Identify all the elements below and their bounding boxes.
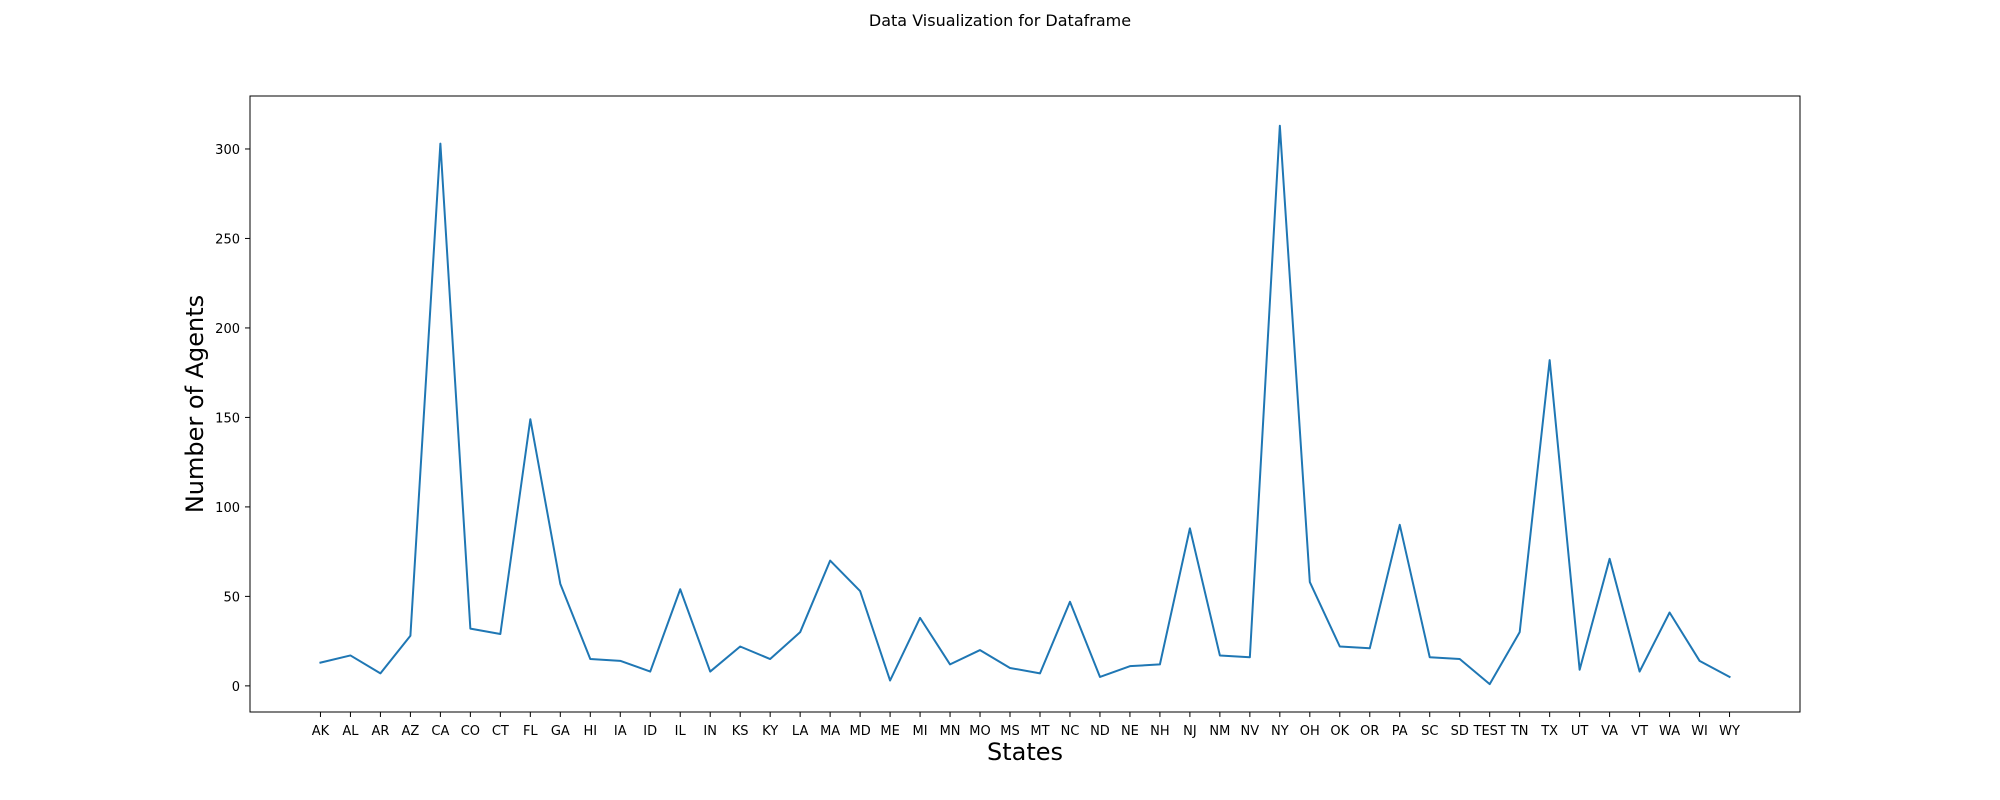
y-axis-label: Number of Agents xyxy=(181,295,209,513)
x-tick-label: ND xyxy=(1090,724,1110,739)
x-tick-label: NY xyxy=(1271,724,1289,739)
x-tick-label: NH xyxy=(1150,724,1170,739)
x-tick-label: CO xyxy=(461,724,480,739)
x-tick-label: TEST xyxy=(1473,724,1506,739)
figure-title: Data Visualization for Dataframe xyxy=(869,11,1131,30)
x-tick-label: MA xyxy=(820,724,840,739)
x-tick-label: AZ xyxy=(401,724,419,739)
y-tick-label: 250 xyxy=(215,232,240,247)
x-tick-label: ME xyxy=(880,724,899,739)
y-tick-label: 0 xyxy=(232,680,240,695)
x-tick-label: SD xyxy=(1451,724,1469,739)
x-tick-label: IA xyxy=(614,724,627,739)
y-tick-label: 100 xyxy=(215,501,240,516)
y-axis-ticks: 0 50 100 150 200 250 300 xyxy=(215,143,250,695)
series-layer xyxy=(319,124,1731,686)
y-tick-label: 150 xyxy=(215,411,240,426)
x-tick-label: CT xyxy=(492,724,509,739)
x-tick-label: OH xyxy=(1300,724,1320,739)
x-tick-label: OK xyxy=(1330,724,1349,739)
x-tick-label: AK xyxy=(312,724,330,739)
x-tick-label: AL xyxy=(342,724,359,739)
series-line xyxy=(319,124,1731,686)
x-tick-label: MN xyxy=(940,724,961,739)
x-tick-label: KY xyxy=(762,724,778,739)
x-tick-label: AR xyxy=(371,724,389,739)
x-tick-label: GA xyxy=(551,724,570,739)
x-tick-label: IN xyxy=(703,724,717,739)
x-tick-label: NC xyxy=(1061,724,1080,739)
x-tick-label: NE xyxy=(1121,724,1139,739)
x-tick-label: FL xyxy=(523,724,538,739)
y-tick-label: 200 xyxy=(215,322,240,337)
x-tick-label: NV xyxy=(1241,724,1260,739)
x-tick-label: ID xyxy=(643,724,657,739)
x-tick-label: MO xyxy=(969,724,990,739)
x-tick-label: PA xyxy=(1392,724,1408,739)
x-tick-label: MD xyxy=(849,724,870,739)
y-tick-label: 300 xyxy=(215,143,240,158)
x-axis-ticks: AK AL AR AZ CA CO CT FL GA HI IA ID IL IN KS KY LA MA MD ME… xyxy=(312,712,1740,739)
x-tick-label: MS xyxy=(1000,724,1019,739)
x-tick-label: WY xyxy=(1719,724,1740,739)
x-tick-label: MT xyxy=(1030,724,1049,739)
x-tick-label: NJ xyxy=(1183,724,1197,739)
x-tick-label: SC xyxy=(1421,724,1438,739)
x-tick-label: IL xyxy=(675,724,687,739)
x-tick-label: KS xyxy=(732,724,749,739)
plot-frame xyxy=(249,95,1801,713)
x-tick-label: TX xyxy=(1540,724,1558,739)
x-axis-label: States xyxy=(987,738,1063,766)
x-tick-label: LA xyxy=(792,724,809,739)
x-tick-label: CA xyxy=(431,724,449,739)
x-tick-label: VA xyxy=(1601,724,1618,739)
x-tick-label: HI xyxy=(583,724,597,739)
x-tick-label: WI xyxy=(1691,724,1708,739)
x-tick-label: OR xyxy=(1360,724,1379,739)
x-tick-label: MI xyxy=(913,724,928,739)
x-tick-label: WA xyxy=(1659,724,1680,739)
x-tick-label: VT xyxy=(1631,724,1648,739)
x-tick-label: NM xyxy=(1209,724,1230,739)
plot-area xyxy=(250,96,1800,712)
x-tick-label: UT xyxy=(1571,724,1589,739)
x-tick-label: TN xyxy=(1510,724,1529,739)
y-tick-label: 50 xyxy=(223,590,240,605)
